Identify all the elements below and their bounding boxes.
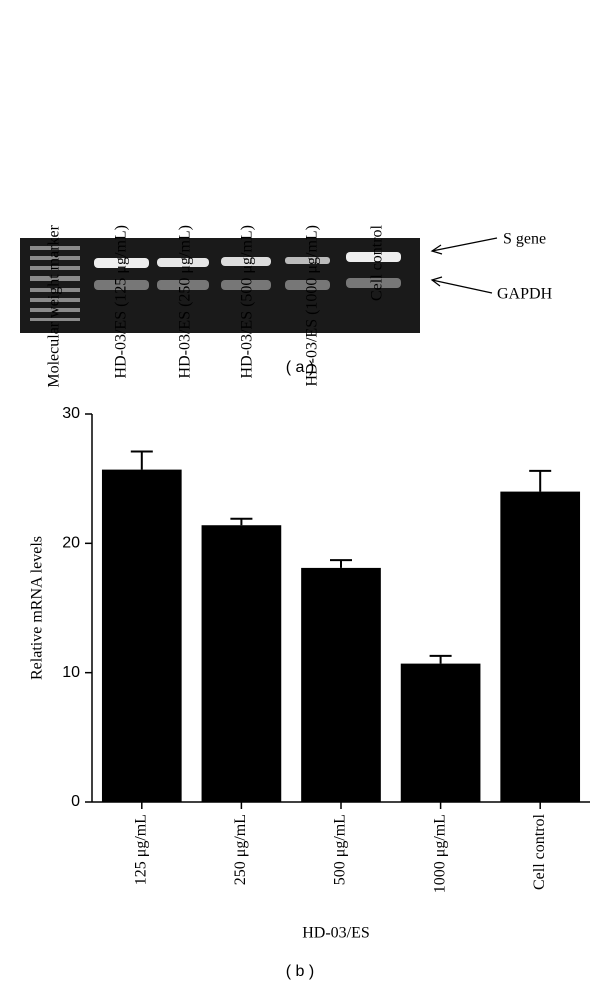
x-tick-label: 125 μg/mL: [132, 814, 149, 885]
bar: [201, 525, 282, 802]
bar: [500, 491, 581, 802]
y-tick-label: 20: [62, 535, 80, 552]
arrows: [430, 237, 498, 294]
error-bar: [330, 559, 352, 568]
panel-caption: ( a ): [286, 359, 314, 376]
lane-label: HD-03/ES (250 μg/mL): [177, 225, 194, 378]
error-bar: [130, 450, 153, 470]
band-label: S gene: [503, 231, 546, 248]
x-axis-title: HD-03/ES: [302, 925, 370, 942]
error-bar: [529, 469, 552, 492]
x-tick-label: 1000 μg/mL: [431, 814, 448, 893]
error-bar: [429, 654, 452, 664]
bar: [301, 567, 381, 802]
lane-label: HD-03/ES (500 μg/mL): [239, 225, 256, 378]
y-tick-label: 0: [71, 793, 80, 810]
lane-label: Cell control: [369, 224, 386, 301]
x-tick-label: 500 μg/mL: [332, 814, 349, 885]
lane-label: HD-03/ES (125 μg/mL): [113, 225, 130, 378]
panel-caption: ( b ): [286, 963, 314, 980]
gel-panel: S gene GAPDH ( a ): [20, 231, 553, 376]
x-tick-label: Cell control: [531, 813, 548, 890]
error-bar: [230, 517, 253, 526]
x-tick-label: 250 μg/mL: [232, 814, 249, 885]
y-tick-label: 30: [62, 405, 80, 422]
bar: [400, 663, 481, 802]
gel-bands: [94, 252, 401, 290]
lane-label: Molecular weight marker: [46, 224, 63, 387]
lane-labels: Molecular weight marker HD-03/ES (125 μg/…: [46, 224, 386, 387]
band-label: GAPDH: [497, 286, 553, 303]
lane-label: HD-03/ES (1000 μg/mL): [304, 225, 321, 386]
y-tick-label: 10: [62, 664, 80, 681]
bar-chart: 0 10 20 30 125 μg/mL 250 μg/mL 500 μg/mL 1000 μ…: [29, 405, 590, 980]
bar: [101, 469, 182, 802]
y-axis-title: Relative mRNA levels: [29, 536, 46, 680]
marker-ladder: [30, 246, 80, 321]
